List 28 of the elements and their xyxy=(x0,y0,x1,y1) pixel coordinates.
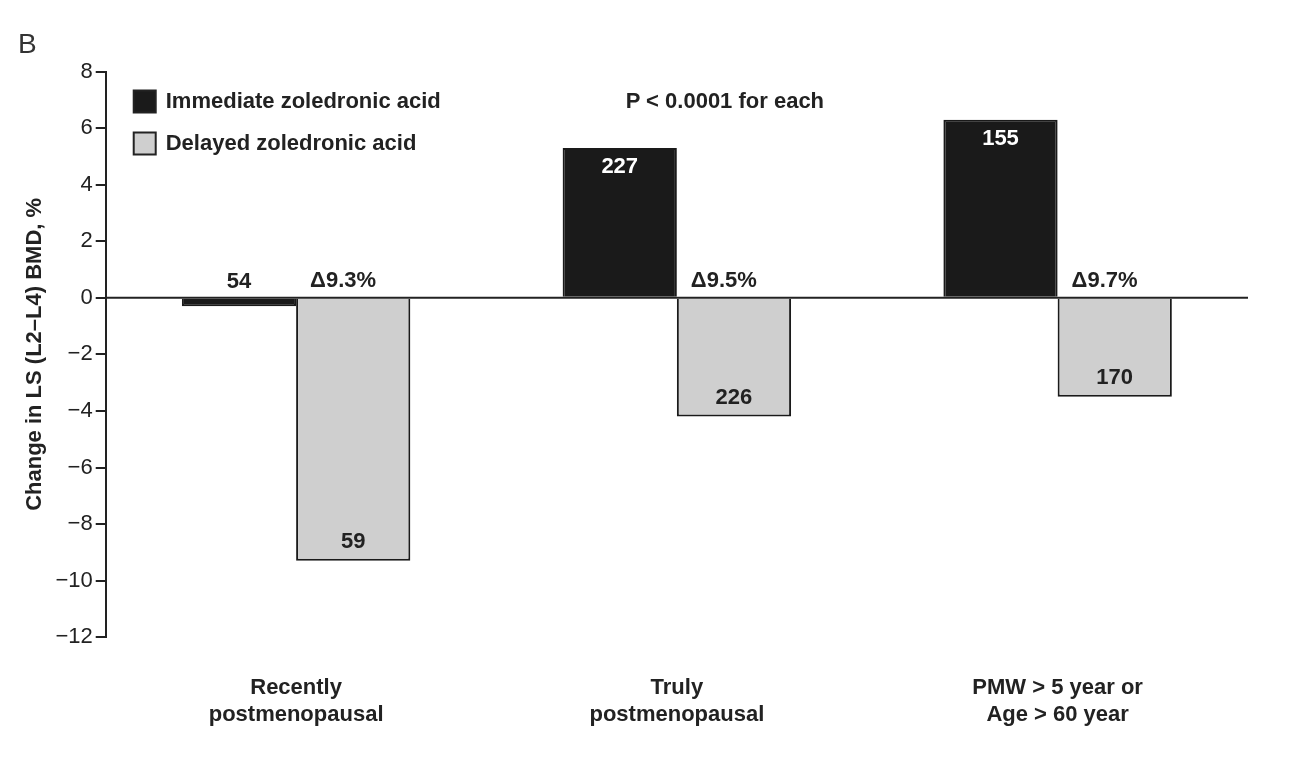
y-tick-label: 2 xyxy=(80,227,93,253)
y-tick-label: −6 xyxy=(67,453,93,479)
annotation: 59 xyxy=(340,527,366,553)
x-tick-label: PMW > 5 year or Age > 60 year xyxy=(972,674,1144,726)
y-tick-label: 8 xyxy=(80,57,93,83)
chart-title: B xyxy=(18,27,37,59)
annotation: 155 xyxy=(982,124,1019,150)
y-tick-label: −2 xyxy=(67,340,93,366)
annotation: Δ9.7% xyxy=(1071,266,1138,292)
y-tick-label: 0 xyxy=(80,283,93,309)
y-tick-label: 6 xyxy=(80,114,93,140)
annotation: 227 xyxy=(601,153,639,179)
x-tick-label: Recently postmenopausal xyxy=(208,674,384,726)
annotation: Δ9.3% xyxy=(310,266,377,292)
legend-label: Immediate zoledronic acid xyxy=(165,87,441,113)
x-tick-label: Truly postmenopausal xyxy=(589,674,765,726)
annotation: Δ9.5% xyxy=(690,266,757,292)
annotation: 54 xyxy=(226,267,252,293)
legend-label: Delayed zoledronic acid xyxy=(165,129,417,155)
y-tick-label: −12 xyxy=(55,623,93,649)
y-axis-title: Change in LS (L2–L4) BMD, % xyxy=(21,197,47,511)
annotation: 226 xyxy=(715,383,753,409)
y-tick-label: −10 xyxy=(55,566,93,592)
annotation: P < 0.0001 for each xyxy=(625,87,825,113)
y-tick-label: 4 xyxy=(80,170,93,196)
y-tick-label: −4 xyxy=(67,397,93,423)
y-tick-label: −8 xyxy=(67,510,93,536)
annotation: 170 xyxy=(1096,363,1134,389)
